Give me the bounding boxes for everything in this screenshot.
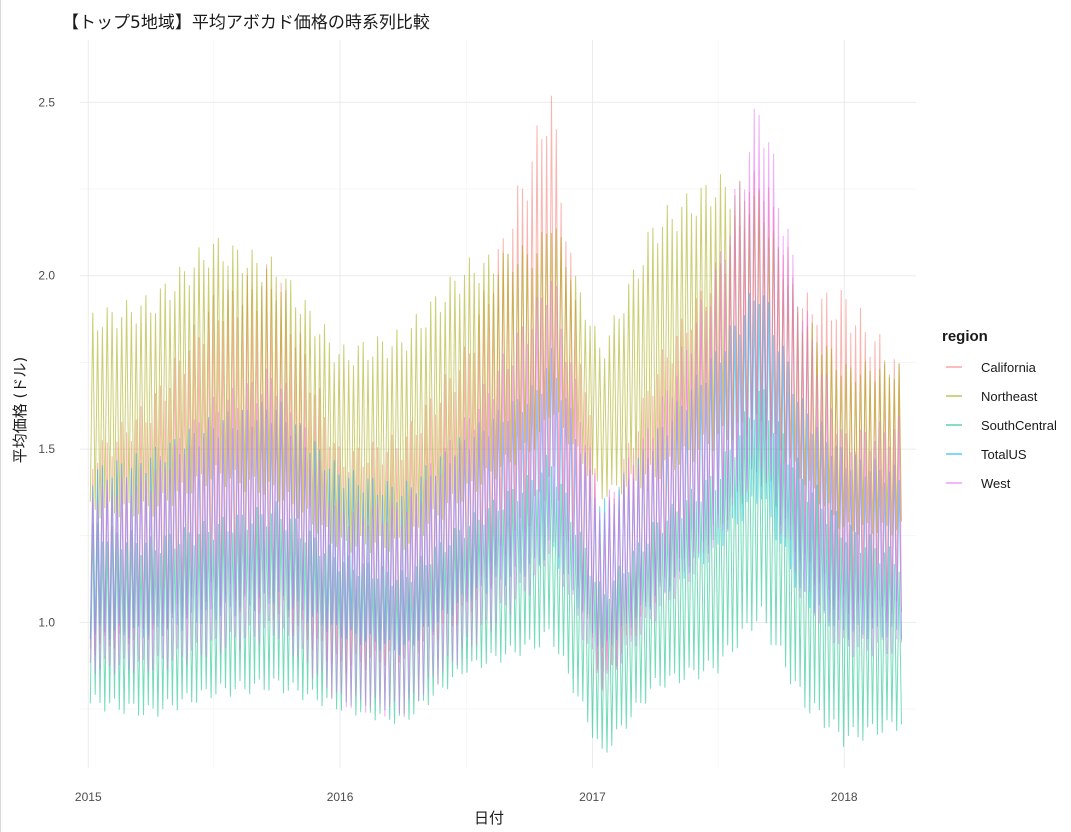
ticks-layer: 1.0 1.5 2.0 2.5 2015 2016 2017 2018 — [38, 95, 858, 804]
y-tick-label: 2.0 — [38, 269, 55, 283]
x-tick-label: 2016 — [327, 790, 354, 804]
legend-label-totalus: TotalUS — [981, 447, 1027, 462]
x-tick-label: 2015 — [75, 790, 102, 804]
y-tick-label: 2.5 — [38, 95, 55, 109]
legend: region California Northeast SouthCentral To… — [942, 328, 1057, 491]
series-line-southcentral — [89, 389, 902, 753]
frame-border — [0, 0, 1, 832]
x-tick-label: 2018 — [831, 790, 858, 804]
series-line-west — [89, 108, 902, 718]
y-axis-title: 平均価格 (ドル) — [11, 357, 29, 463]
y-tick-label: 1.0 — [38, 615, 55, 629]
legend-label-california: California — [981, 360, 1037, 375]
series-layer — [89, 95, 902, 753]
y-tick-label: 1.5 — [38, 442, 55, 456]
x-axis-title: 日付 — [474, 809, 504, 827]
legend-label-southcentral: SouthCentral — [981, 418, 1057, 433]
legend-label-west: West — [981, 476, 1011, 491]
chart-title: 【トップ5地域】平均アボカド価格の時系列比較 — [62, 13, 430, 33]
legend-label-northeast: Northeast — [981, 389, 1038, 404]
x-tick-label: 2017 — [579, 790, 606, 804]
legend-title: region — [942, 328, 988, 345]
